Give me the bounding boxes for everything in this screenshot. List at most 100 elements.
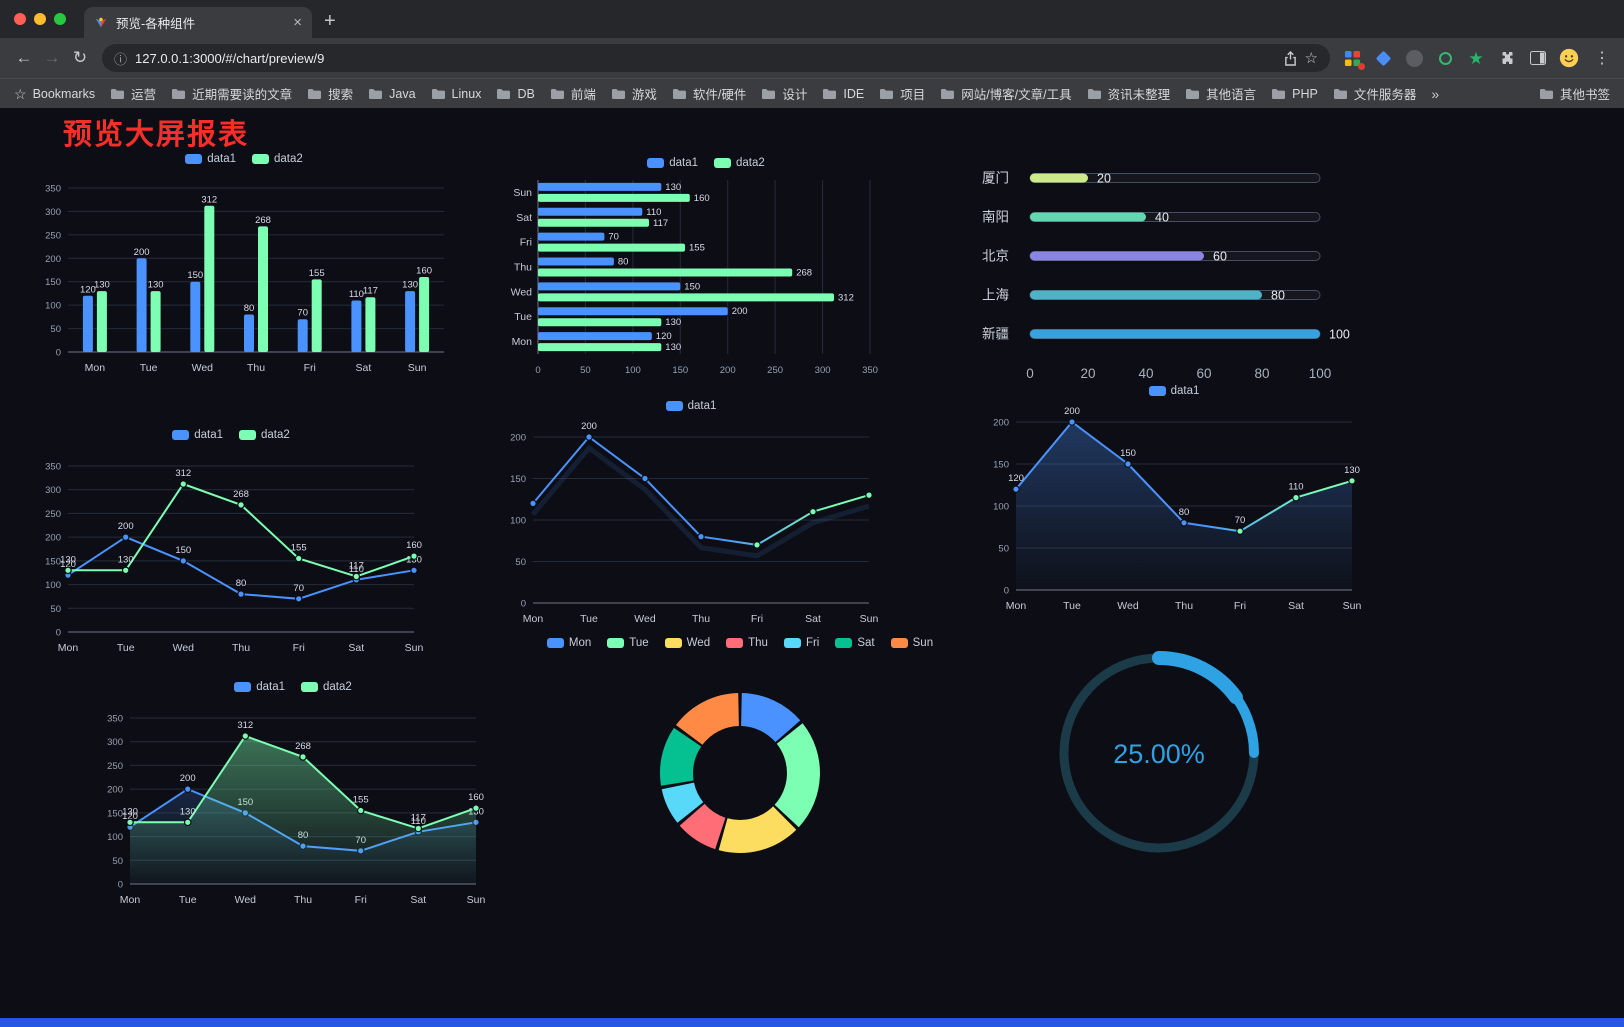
legend-item-data1[interactable]: data1 [647, 157, 698, 169]
legend-label: data2 [736, 157, 765, 169]
extension-icon-star[interactable]: ★ [1468, 48, 1484, 68]
bar [538, 332, 652, 341]
legend-label: data1 [207, 153, 236, 165]
legend-item-Fri[interactable]: Fri [783, 637, 819, 649]
svg-text:150: 150 [187, 270, 203, 281]
svg-text:155: 155 [291, 543, 307, 554]
svg-text:Sat: Sat [1288, 600, 1304, 612]
forward-button[interactable]: → [43, 48, 61, 67]
extensions-puzzle-icon[interactable] [1497, 48, 1517, 68]
svg-text:110: 110 [349, 564, 364, 575]
bookmark-item[interactable]: 软件/硬件 [672, 84, 746, 103]
legend-item-Sun[interactable]: Sun [890, 637, 934, 649]
bookmark-item[interactable]: IDE [822, 87, 864, 101]
new-tab-button[interactable]: + [324, 10, 336, 32]
profile-avatar[interactable] [1559, 48, 1579, 68]
bookmark-item[interactable]: 游戏 [611, 84, 657, 103]
bookmark-star-icon[interactable]: ☆ [1304, 50, 1318, 67]
browser-tab[interactable]: 预览-各种组件 × [84, 7, 312, 38]
extension-icon-grid[interactable] [1342, 48, 1365, 70]
bookmark-item[interactable]: PHP [1271, 87, 1318, 101]
bookmark-label: 运营 [131, 88, 157, 102]
legend-item-Thu[interactable]: Thu [726, 637, 768, 649]
legend-item-data1[interactable]: data1 [1148, 385, 1199, 397]
svg-text:Mon: Mon [85, 362, 106, 374]
chart-area-line: data1 0 50 100 150 200 Mon Tue Wed Thu Fri Sat Sun 12… [978, 380, 1370, 621]
folder-icon [1272, 88, 1286, 99]
minimize-window-button[interactable] [34, 13, 46, 25]
legend-item-data1[interactable]: data1 [185, 153, 236, 165]
data-point [529, 499, 537, 508]
tab-close-icon[interactable]: × [293, 14, 302, 31]
bookmark-item[interactable]: 网站/博客/文章/工具 [940, 84, 1072, 103]
legend-label: data1 [194, 429, 223, 441]
legend-item-Tue[interactable]: Tue [607, 637, 649, 649]
data-point [179, 480, 188, 488]
folder-icon [172, 88, 186, 99]
bookmarks-overflow-chevron[interactable]: » [1431, 85, 1440, 102]
svg-text:Wed: Wed [511, 286, 533, 298]
bookmark-item[interactable]: 前端 [550, 84, 596, 103]
legend-label: Tue [629, 637, 649, 649]
share-icon[interactable] [1284, 50, 1297, 66]
bookmark-label: IDE [843, 86, 865, 101]
bookmark-item[interactable]: Java [368, 87, 416, 101]
folder-icon [823, 88, 837, 99]
data-point [585, 433, 593, 441]
side-panel-icon[interactable] [1528, 48, 1548, 68]
bookmark-item[interactable]: 运营 [110, 84, 156, 103]
legend-item-Sat[interactable]: Sat [835, 637, 875, 649]
svg-text:300: 300 [45, 207, 61, 218]
zoom-window-button[interactable] [54, 13, 66, 25]
legend-item-data2[interactable]: data2 [239, 429, 290, 441]
bar [538, 282, 681, 291]
legend-item-Wed[interactable]: Wed [664, 637, 710, 649]
bookmark-item[interactable]: 搜索 [307, 84, 353, 103]
svg-text:200: 200 [1064, 406, 1080, 417]
extension-icon-pin[interactable] [1373, 48, 1393, 68]
area-fill [130, 736, 476, 884]
legend-swatch-icon [234, 682, 252, 692]
legend-item-data1[interactable]: data1 [234, 681, 285, 693]
bookmark-item[interactable]: DB [496, 87, 535, 101]
svg-text:Thu: Thu [232, 642, 250, 654]
bookmark-item[interactable]: 设计 [761, 84, 807, 103]
url-text[interactable]: 127.0.0.1:3000/#/chart/preview/9 [135, 50, 325, 66]
svg-text:厦门: 厦门 [982, 171, 1009, 186]
legend-swatch-icon [252, 154, 269, 164]
other-bookmarks[interactable]: 其他书签 [1539, 84, 1610, 103]
svg-text:Tue: Tue [117, 642, 135, 654]
data-point [865, 491, 873, 499]
extensions-area: ★ ⋮ [1342, 48, 1614, 70]
legend-item-data1[interactable]: data1 [665, 400, 716, 412]
site-info-icon[interactable]: ⓘ [114, 51, 128, 67]
legend-item-Mon[interactable]: Mon [546, 637, 591, 649]
legend-item-data2[interactable]: data2 [714, 157, 765, 169]
data-point [356, 806, 365, 815]
bookmark-item[interactable]: 资讯未整理 [1087, 84, 1170, 103]
bookmarks-manager[interactable]: ☆ Bookmarks [14, 87, 95, 101]
chart-city-progress: 厦门 20 南阳 40 北京 60 上海 80 新疆 100 0 20 40 60 80 100 [978, 160, 1398, 395]
bookmark-item[interactable]: 近期需要读的文章 [171, 84, 292, 103]
bar [538, 268, 793, 277]
svg-text:130: 130 [665, 342, 681, 353]
extension-icon-green-ring[interactable] [1435, 48, 1455, 68]
legend-item-data2[interactable]: data2 [301, 681, 352, 693]
bookmark-item[interactable]: 文件服务器 [1333, 84, 1416, 103]
bookmark-item[interactable]: 其他语言 [1185, 84, 1256, 103]
browser-menu-icon[interactable]: ⋮ [1594, 50, 1610, 67]
address-bar[interactable]: ⓘ 127.0.0.1:3000/#/chart/preview/9 ☆ [102, 44, 1330, 72]
bookmark-item[interactable]: Linux [431, 87, 481, 101]
svg-text:110: 110 [646, 207, 661, 218]
bookmark-item[interactable]: 项目 [879, 84, 925, 103]
legend-label: Sun [912, 637, 934, 649]
legend-item-data2[interactable]: data2 [252, 153, 303, 165]
legend-item-data1[interactable]: data1 [172, 429, 223, 441]
back-button[interactable]: ← [15, 48, 33, 67]
close-window-button[interactable] [14, 13, 26, 25]
svg-text:350: 350 [45, 184, 61, 195]
reload-button[interactable]: ↻ [72, 48, 88, 67]
extension-icon-dark[interactable] [1404, 48, 1424, 68]
data-point [1180, 519, 1188, 527]
svg-text:300: 300 [815, 365, 831, 376]
